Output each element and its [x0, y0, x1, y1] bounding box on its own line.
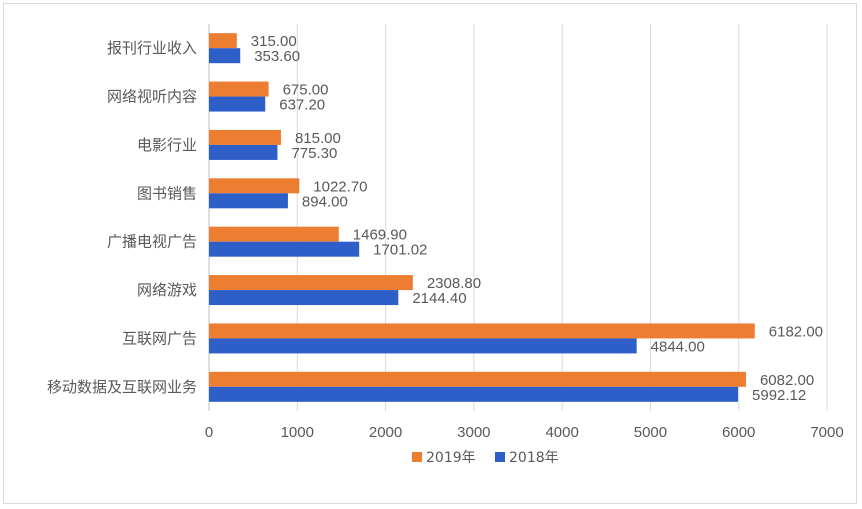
- category-label: 广播电视广告: [107, 233, 197, 251]
- x-tick-label: 2000: [369, 424, 402, 441]
- category-label: 网络视听内容: [107, 88, 197, 106]
- bar-series2: [209, 193, 288, 209]
- data-label: 675.00: [283, 82, 329, 99]
- bar-series2: [209, 96, 266, 112]
- chart-frame: [3, 3, 857, 504]
- data-label: 353.60: [254, 48, 300, 65]
- data-label: 637.20: [279, 97, 325, 114]
- bar-series1: [209, 275, 413, 291]
- bar-series1: [209, 371, 746, 387]
- data-label: 894.00: [302, 193, 348, 210]
- data-label: 1022.70: [313, 178, 367, 195]
- legend-label: 2018年: [509, 450, 559, 466]
- data-label: 2308.80: [427, 275, 481, 292]
- bar-series2: [209, 48, 241, 64]
- x-tick-label: 6000: [722, 424, 755, 441]
- bar-series1: [209, 323, 755, 339]
- category-label: 图书销售: [137, 184, 197, 202]
- bar-series2: [209, 338, 637, 354]
- data-label: 815.00: [295, 130, 341, 147]
- x-tick-label: 0: [205, 424, 213, 441]
- x-tick-label: 1000: [281, 424, 314, 441]
- data-label: 1469.90: [353, 227, 407, 244]
- data-label: 775.30: [291, 145, 337, 162]
- x-tick-label: 3000: [457, 424, 490, 441]
- bar-series1: [209, 178, 300, 194]
- bar-series2: [209, 241, 360, 257]
- category-label: 电影行业: [137, 136, 197, 154]
- bar-series2: [209, 290, 399, 306]
- bar-series1: [209, 129, 281, 145]
- data-label: 4844.00: [651, 338, 705, 355]
- bar-series2: [209, 144, 278, 160]
- legend-swatch: [495, 452, 505, 462]
- bar-series1: [209, 33, 237, 49]
- data-label: 6182.00: [769, 323, 823, 340]
- x-tick-label: 4000: [545, 424, 578, 441]
- x-tick-label: 5000: [634, 424, 667, 441]
- data-label: 6082.00: [760, 372, 814, 389]
- category-label: 移动数据及互联网业务: [47, 378, 197, 396]
- bar-series1: [209, 81, 269, 97]
- legend-swatch: [412, 452, 422, 462]
- data-label: 315.00: [251, 33, 297, 50]
- category-label: 互联网广告: [122, 329, 197, 347]
- data-label: 2144.40: [412, 290, 466, 307]
- data-label: 5992.12: [752, 387, 806, 404]
- bar-series1: [209, 226, 339, 242]
- data-label: 1701.02: [373, 242, 427, 259]
- x-tick-label: 7000: [810, 424, 843, 441]
- bar-series2: [209, 386, 739, 402]
- category-label: 网络游戏: [137, 281, 197, 299]
- category-label: 报刊行业收入: [107, 39, 197, 57]
- legend-label: 2019年: [426, 450, 476, 466]
